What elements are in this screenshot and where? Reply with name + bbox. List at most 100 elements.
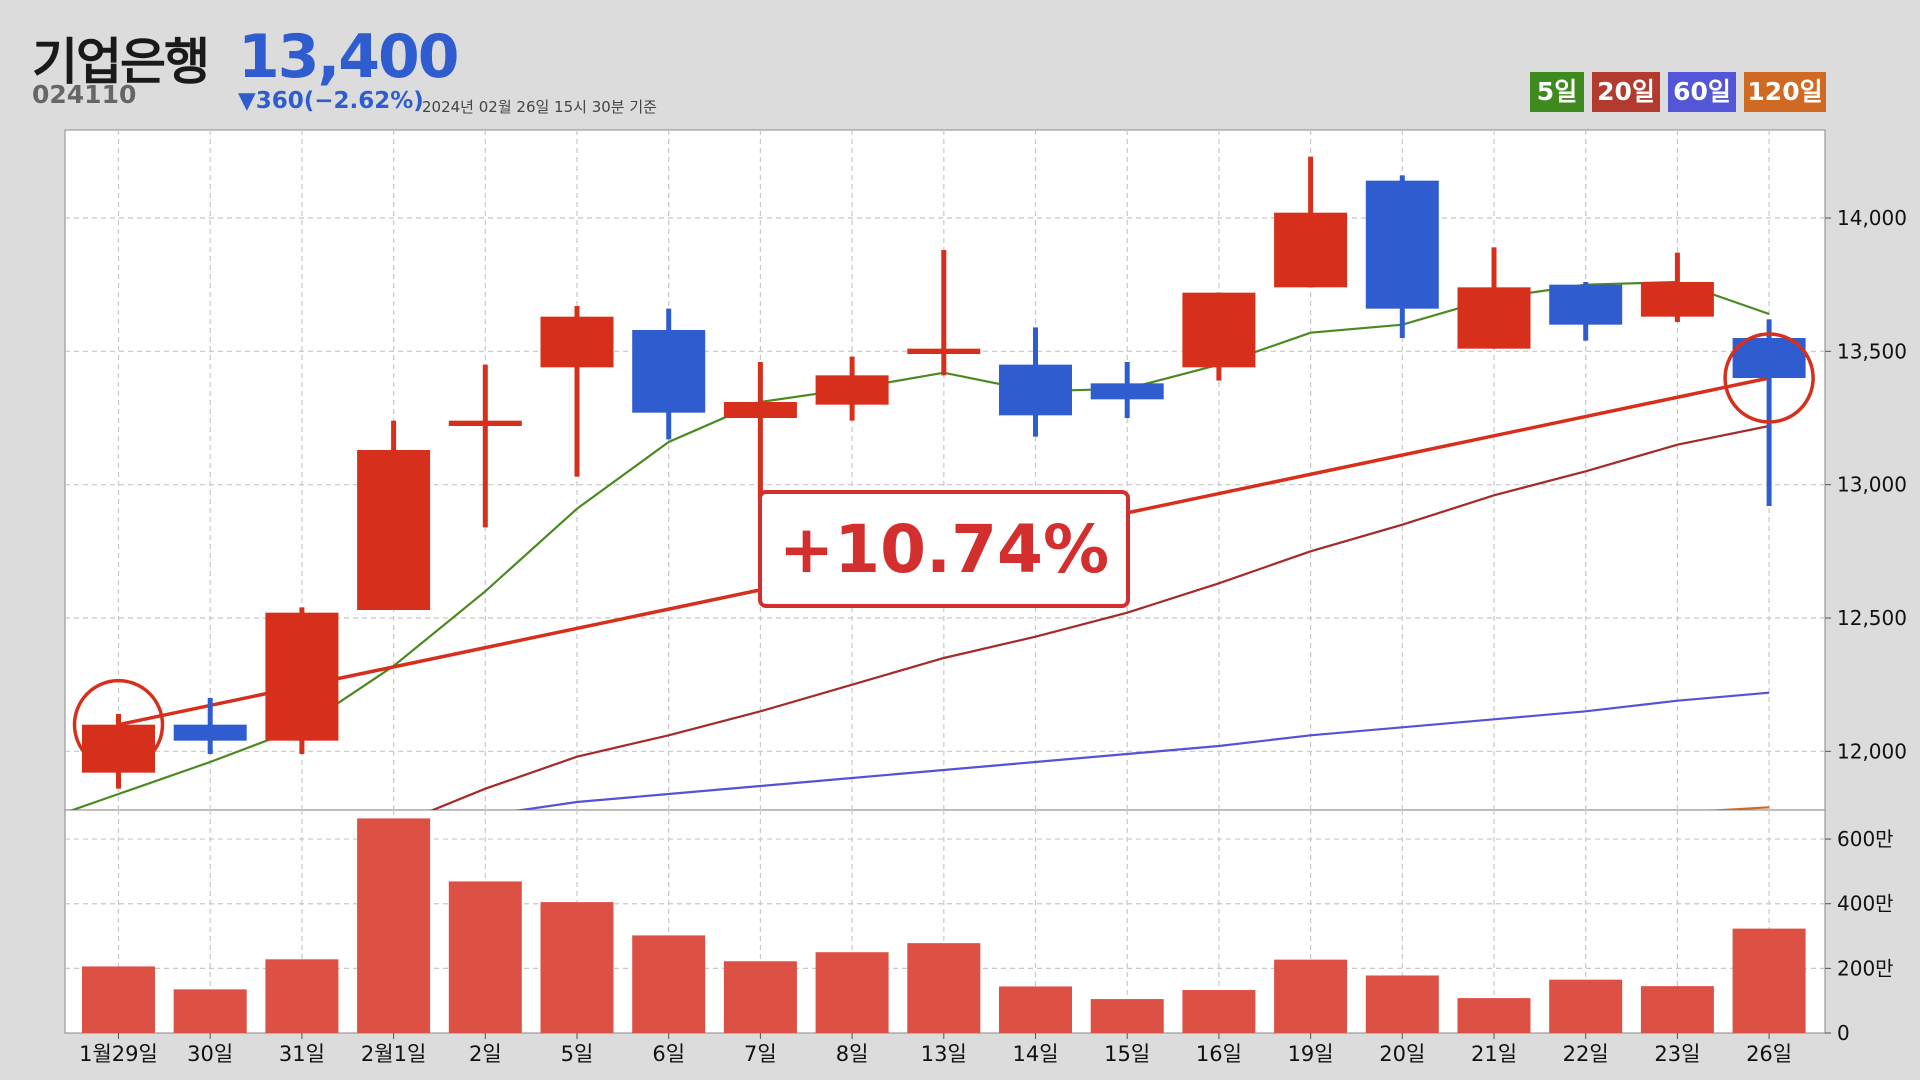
x-tick-label: 14일 — [1012, 1042, 1058, 1066]
candle-body — [1365, 180, 1439, 309]
y-tick-label: 13,500 — [1837, 339, 1907, 363]
legend-ma5: 5일 — [1530, 72, 1584, 112]
x-tick-label: 2월1일 — [361, 1042, 426, 1066]
candle — [357, 420, 431, 610]
candle-body — [1732, 338, 1806, 378]
x-tick-label: 31일 — [279, 1042, 325, 1066]
candle — [1274, 156, 1348, 288]
candle — [1732, 319, 1806, 506]
candle-body — [1457, 287, 1531, 349]
y-tick-label: 12,500 — [1837, 606, 1907, 630]
volume-tick-label: 400만 — [1837, 892, 1894, 916]
candle-body — [1549, 284, 1623, 325]
candle-body — [265, 612, 339, 741]
callout-box — [758, 490, 1130, 608]
x-tick-label: 2일 — [469, 1042, 502, 1066]
candle — [723, 362, 797, 501]
volume-tick-label: 0 — [1837, 1021, 1850, 1045]
x-tick-label: 6일 — [652, 1042, 685, 1066]
legend-ma120: 120일 — [1744, 72, 1826, 112]
candle-body — [1090, 383, 1164, 400]
date-axis: 1월29일 30일 31일 2월1일 2일 5일 6일 7일 8일 13일 14일 15일 16일 19일… — [79, 1033, 1792, 1066]
ma60-line — [514, 691, 1770, 810]
volume-tick-label: 200만 — [1837, 956, 1894, 980]
x-tick-label: 19일 — [1288, 1042, 1334, 1066]
chart-header: 기업은행 13,400 024110 ▼360(−2.62%) 2024년 02… — [0, 0, 1920, 125]
volume-bars — [82, 818, 1806, 1033]
candle — [82, 714, 155, 789]
x-tick-label: 7일 — [744, 1042, 777, 1066]
candle — [173, 698, 247, 754]
legend-ma20: 20일 — [1592, 72, 1660, 112]
x-tick-label: 8일 — [836, 1042, 869, 1066]
volume-bar — [1640, 986, 1714, 1033]
ma20-line — [430, 424, 1770, 810]
volume-tick-label: 600만 — [1837, 827, 1894, 851]
candlesticks — [82, 156, 1806, 789]
y-tick-label: 13,000 — [1837, 473, 1907, 497]
y-tick-label: 14,000 — [1837, 206, 1907, 230]
volume-bar — [1274, 959, 1348, 1033]
candle — [907, 250, 981, 376]
candle-body — [173, 724, 247, 741]
candle-body — [907, 348, 981, 354]
candle-body — [1640, 282, 1714, 317]
callout-text: +10.74% — [779, 511, 1109, 588]
volume-axis: 0 200만 400만 600만 — [1825, 827, 1894, 1045]
candle-body — [1182, 292, 1256, 368]
candle — [448, 364, 522, 528]
candle — [1090, 362, 1164, 418]
x-tick-label: 15일 — [1104, 1042, 1150, 1066]
x-tick-label: 13일 — [921, 1042, 967, 1066]
volume-bar — [1090, 999, 1164, 1033]
volume-bar — [1182, 990, 1256, 1033]
stock-code: 024110 — [32, 80, 137, 109]
stock-timestamp: 2024년 02월 26일 15시 30분 기준 — [422, 98, 657, 116]
volume-bar — [999, 986, 1072, 1033]
stock-price: 13,400 — [238, 22, 460, 92]
x-tick-label: 1월29일 — [79, 1042, 158, 1066]
candle — [1182, 292, 1256, 381]
candle-body — [357, 450, 431, 610]
candle-body — [999, 364, 1072, 416]
volume-bar — [1549, 979, 1623, 1033]
legend-ma60: 60일 — [1668, 72, 1736, 112]
candle — [1457, 247, 1531, 349]
highlight-circle — [72, 678, 165, 771]
candle — [632, 308, 706, 440]
candle-body — [82, 724, 155, 773]
volume-bar — [632, 935, 706, 1033]
candle — [1640, 252, 1714, 322]
volume-bar — [1365, 975, 1439, 1033]
volume-bar — [1732, 928, 1806, 1033]
candle — [265, 607, 339, 754]
candle-body — [723, 402, 797, 418]
candle-body — [632, 330, 706, 413]
price-axis: 12,000 12,500 13,000 13,500 14,000 — [1825, 206, 1907, 763]
volume-bar — [173, 989, 247, 1033]
candle — [1365, 175, 1439, 338]
volume-bar — [265, 959, 339, 1033]
candle-body — [815, 375, 889, 405]
volume-bar — [357, 818, 431, 1033]
x-tick-label: 16일 — [1196, 1042, 1242, 1066]
x-tick-label: 30일 — [187, 1042, 233, 1066]
x-tick-label: 26일 — [1746, 1042, 1792, 1066]
candle-body — [448, 420, 522, 426]
x-tick-label: 21일 — [1471, 1042, 1517, 1066]
volume-bar — [1457, 998, 1531, 1033]
candle — [815, 356, 889, 421]
stock-change: ▼360(−2.62%) — [238, 88, 424, 114]
change-callout: +10.74% — [758, 490, 1130, 608]
highlight-circle — [1723, 332, 1815, 424]
candle-body — [1274, 212, 1348, 288]
volume-bar — [907, 943, 981, 1033]
candle — [1549, 282, 1623, 341]
volume-bar — [815, 952, 889, 1033]
x-tick-label: 5일 — [561, 1042, 594, 1066]
y-tick-label: 12,000 — [1837, 739, 1907, 763]
volume-bar — [448, 881, 522, 1033]
x-tick-label: 22일 — [1563, 1042, 1609, 1066]
candle — [540, 306, 614, 477]
